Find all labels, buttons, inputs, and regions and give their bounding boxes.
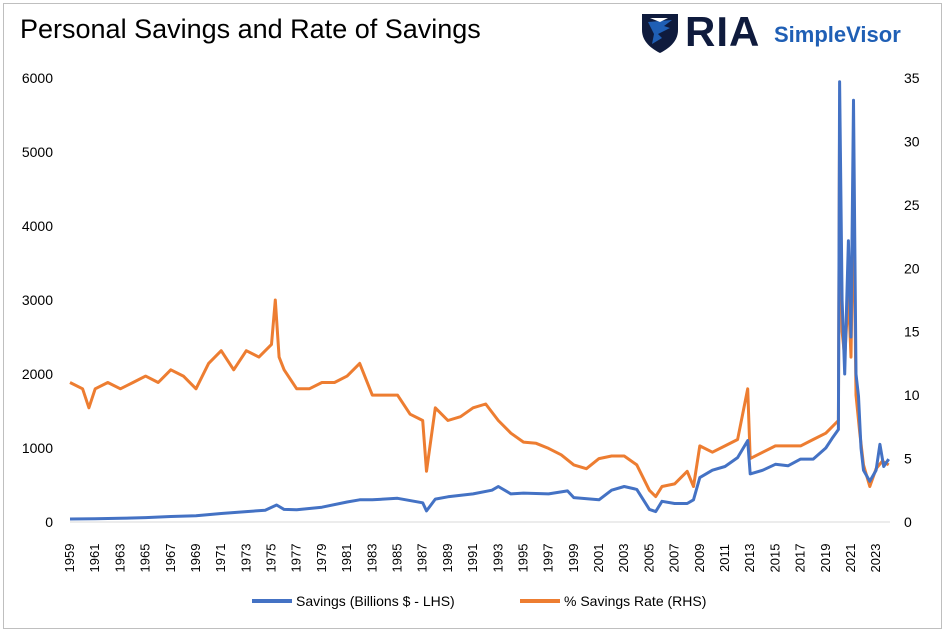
legend-savings: Savings (Billions $ - LHS) xyxy=(252,593,455,609)
x-tick-label: 1971 xyxy=(213,544,228,573)
savings-line xyxy=(69,80,890,521)
x-tick-label: 1975 xyxy=(264,544,279,573)
x-tick-label: 2013 xyxy=(742,544,757,573)
x-tick-label: 1983 xyxy=(364,544,379,573)
x-tick-label: 2017 xyxy=(793,544,808,573)
x-tick-label: 1963 xyxy=(112,544,127,573)
y-right-tick-label: 5 xyxy=(904,451,912,467)
y-right-tick-label: 25 xyxy=(904,197,920,213)
x-tick-label: 2009 xyxy=(692,544,707,573)
x-tick-label: 2015 xyxy=(767,544,782,573)
x-tick-label: 1999 xyxy=(566,544,581,573)
x-tick-label: 1969 xyxy=(188,544,203,573)
chart-title: Personal Savings and Rate of Savings xyxy=(20,14,481,44)
legend-label: % Savings Rate (RHS) xyxy=(564,593,706,609)
x-tick-label: 1967 xyxy=(163,544,178,573)
x-tick-label: 1987 xyxy=(415,544,430,573)
x-tick-label: 2023 xyxy=(868,544,883,573)
y-right-tick-label: 30 xyxy=(904,133,920,149)
x-tick-label: 1989 xyxy=(440,544,455,573)
x-tick-label: 2011 xyxy=(717,544,732,572)
x-tick-label: 1991 xyxy=(465,544,480,573)
legend-savings-rate: % Savings Rate (RHS) xyxy=(520,593,706,609)
legend: Savings (Billions $ - LHS) % Savings Rate… xyxy=(252,593,706,609)
x-tick-label: 1959 xyxy=(62,544,77,573)
logo: RIA SimpleVisor xyxy=(638,6,918,56)
y-right-tick-label: 0 xyxy=(904,514,912,530)
y-axis-right: 0 5 10 15 20 25 30 35 xyxy=(904,70,920,530)
logo-product: SimpleVisor xyxy=(774,22,901,47)
y-right-tick-label: 35 xyxy=(904,70,920,86)
y-left-tick-label: 1000 xyxy=(22,440,53,456)
y-left-tick-label: 6000 xyxy=(22,70,53,86)
x-tick-label: 2021 xyxy=(843,544,858,573)
x-axis: 1959 1961 1963 1965 1967 1969 1971 1973 1975 1977… xyxy=(62,544,883,573)
y-right-tick-label: 20 xyxy=(904,260,920,276)
x-tick-label: 2005 xyxy=(641,544,656,573)
y-axis-left: 0 1000 2000 3000 4000 5000 6000 xyxy=(22,70,53,530)
x-tick-label: 1997 xyxy=(541,544,556,573)
legend-label: Savings (Billions $ - LHS) xyxy=(296,593,455,609)
y-right-tick-label: 15 xyxy=(904,324,920,340)
x-tick-label: 1973 xyxy=(238,544,253,573)
eagle-icon xyxy=(642,14,678,53)
x-tick-label: 1979 xyxy=(314,544,329,573)
series-layer xyxy=(69,80,890,521)
logo-brand: RIA xyxy=(685,8,761,55)
x-tick-label: 1985 xyxy=(389,544,404,573)
chart-frame xyxy=(3,3,942,629)
x-tick-label: 2001 xyxy=(591,544,606,573)
x-tick-label: 1965 xyxy=(138,544,153,573)
y-right-tick-label: 10 xyxy=(904,387,920,403)
x-tick-label: 1961 xyxy=(87,544,102,573)
x-tick-label: 2007 xyxy=(667,544,682,573)
x-tick-label: 1993 xyxy=(490,544,505,573)
y-left-tick-label: 0 xyxy=(45,514,53,530)
x-tick-label: 1995 xyxy=(515,544,530,573)
y-left-tick-label: 5000 xyxy=(22,144,53,160)
y-left-tick-label: 4000 xyxy=(22,218,53,234)
x-tick-label: 1977 xyxy=(289,544,304,573)
y-left-tick-label: 2000 xyxy=(22,366,53,382)
y-left-tick-label: 3000 xyxy=(22,292,53,308)
x-tick-label: 2003 xyxy=(616,544,631,573)
savings-rate-line xyxy=(69,114,890,499)
x-tick-label: 2019 xyxy=(818,544,833,573)
x-tick-label: 1981 xyxy=(339,544,354,573)
